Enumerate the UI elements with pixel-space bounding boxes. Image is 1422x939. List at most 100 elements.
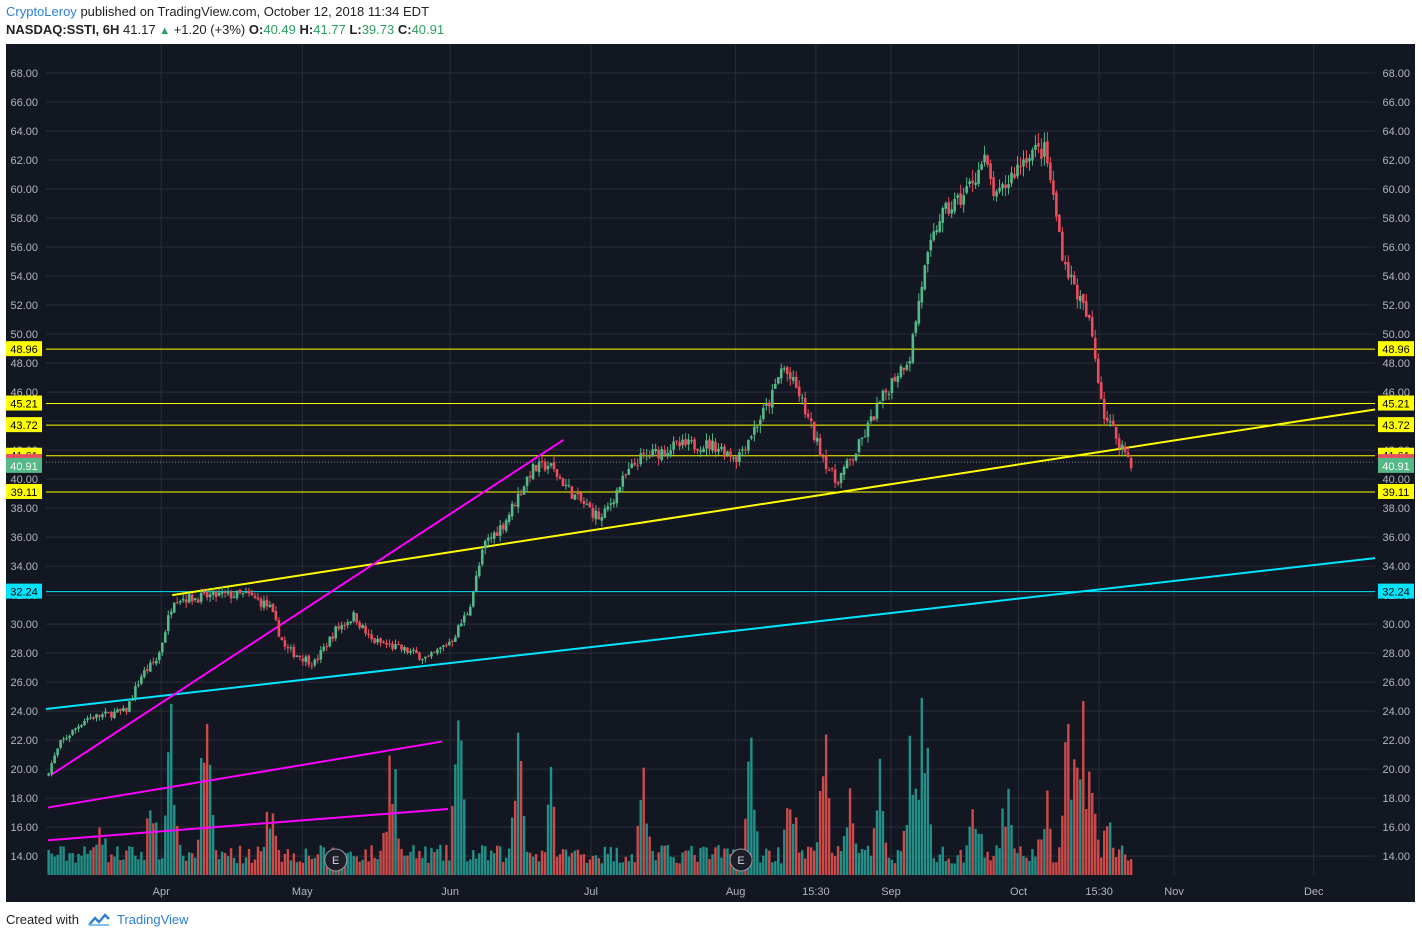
candle-body xyxy=(558,476,562,479)
volume-bar xyxy=(1055,862,1058,875)
volume-bar xyxy=(274,835,278,875)
tradingview-link[interactable]: TradingView xyxy=(116,912,189,927)
volume-bar xyxy=(609,847,613,875)
volume-bar xyxy=(475,858,478,875)
open-value: 40.49 xyxy=(263,22,296,37)
trendlines[interactable] xyxy=(45,408,1376,842)
volume-bar xyxy=(711,854,714,875)
candle-body xyxy=(561,478,565,487)
candle-body xyxy=(564,484,568,486)
volume-bar xyxy=(893,863,897,875)
high-value: 41.77 xyxy=(313,22,346,37)
candle-body xyxy=(696,448,699,451)
candle-body xyxy=(137,684,140,686)
volume-bar xyxy=(247,848,251,875)
grid-lines xyxy=(46,44,1375,875)
volume-bar xyxy=(271,813,275,875)
volume-bar xyxy=(436,849,439,875)
y-tick-right: 62.00 xyxy=(1382,155,1410,167)
horizontal-levels[interactable] xyxy=(46,348,1375,593)
price-change: +1.20 (+3%) xyxy=(173,22,246,37)
time-axis[interactable]: Apr May Jun Jul Aug 15:30 Sep Oct 15:30 Nov Dec xyxy=(153,886,1324,898)
candle-body xyxy=(663,449,666,455)
tradingview-logo-icon xyxy=(88,912,110,926)
volume-bar xyxy=(920,697,924,875)
y-tick-left: 14.00 xyxy=(10,851,38,863)
volume-bar xyxy=(208,764,212,875)
volume-bar xyxy=(170,703,173,875)
candle-body xyxy=(950,209,954,214)
level-label-43.72-left-box xyxy=(6,417,42,433)
volume-bar xyxy=(1076,767,1079,875)
candle-body xyxy=(1070,274,1073,277)
volume-bar xyxy=(792,823,795,875)
candle-body xyxy=(169,611,173,615)
volume-bar xyxy=(101,844,104,875)
volume-bar xyxy=(534,854,538,875)
candle-body xyxy=(340,625,344,630)
volume-bar xyxy=(669,856,672,875)
volume-bar xyxy=(134,855,137,875)
candle-body xyxy=(280,637,284,641)
x-tick: Jun xyxy=(441,886,459,898)
candle-body xyxy=(785,367,789,374)
candle-body xyxy=(528,475,532,478)
volume-bar xyxy=(373,857,376,875)
volume-bar xyxy=(137,859,140,875)
volume-bar xyxy=(678,863,681,875)
candle-body xyxy=(483,540,487,549)
volume-bar xyxy=(872,828,876,875)
volume-bar xyxy=(657,852,660,875)
volume-bar xyxy=(672,857,675,875)
volume-bar xyxy=(292,853,296,875)
volume-bar xyxy=(768,850,771,875)
y-tick-right: 38.00 xyxy=(1382,503,1410,515)
y-tick-left: 26.00 xyxy=(10,677,38,689)
candle-body xyxy=(594,510,598,520)
candle-body xyxy=(1046,141,1049,164)
volume-bar xyxy=(379,850,382,875)
volume-bar xyxy=(747,761,750,875)
candle-body xyxy=(552,462,556,470)
y-tick-left: 18.00 xyxy=(10,793,38,805)
candle-body xyxy=(373,638,376,644)
candle-body xyxy=(998,187,1001,192)
candle-body xyxy=(929,240,933,251)
candle-body xyxy=(971,180,974,184)
candle-body xyxy=(56,748,59,756)
volume-bar xyxy=(59,846,62,875)
candle-body xyxy=(1019,166,1022,168)
candle-body xyxy=(618,487,622,492)
candle-body xyxy=(83,720,86,726)
candle-body xyxy=(125,707,128,712)
level-label-45.21-right: 45.21 xyxy=(1382,399,1410,411)
y-tick-right: 22.00 xyxy=(1382,735,1410,747)
candle-body xyxy=(187,593,191,603)
candle-body xyxy=(914,321,918,333)
price-label-close-right-box xyxy=(1378,457,1414,473)
volume-bar xyxy=(259,851,263,875)
volume-bar xyxy=(902,830,906,875)
candle-body xyxy=(770,390,774,408)
candle-body xyxy=(80,725,83,727)
candle-body xyxy=(944,203,948,209)
symbol-name[interactable]: NASDAQ:SSTI, 6H xyxy=(6,22,120,37)
candle-body xyxy=(624,474,628,476)
candle-body xyxy=(202,592,206,594)
volume-bar xyxy=(771,862,774,875)
y-tick-left: 60.00 xyxy=(10,184,38,196)
candle-body xyxy=(627,469,631,475)
candle-body xyxy=(77,726,80,729)
candle-body xyxy=(597,511,601,520)
volume-bar xyxy=(806,846,810,875)
candle-body xyxy=(232,596,236,598)
candle-body xyxy=(989,163,992,179)
author-link[interactable]: CryptoLeroy xyxy=(6,4,77,19)
candle-body xyxy=(806,413,810,418)
y-tick-right: 60.00 xyxy=(1382,184,1410,196)
volume-bar xyxy=(463,799,466,875)
volume-bar xyxy=(391,803,394,875)
volume-bar xyxy=(238,845,242,875)
